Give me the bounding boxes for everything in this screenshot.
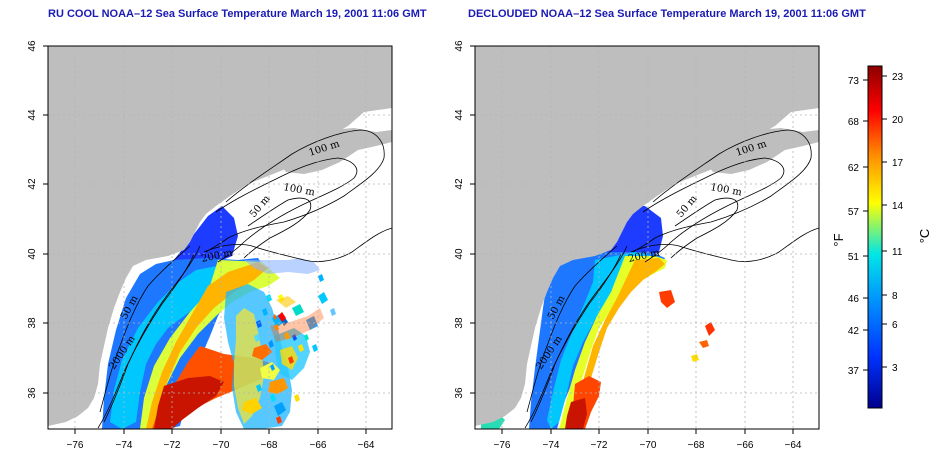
- y-tick-label: 42: [27, 178, 38, 190]
- x-tick-label: −64: [358, 440, 375, 451]
- y-tick-label: 46: [454, 40, 465, 52]
- temperature-colorbar: °F °C 73 68 62 57 51 46 42 37 23 20 17: [831, 65, 932, 409]
- y-tick-label: 40: [27, 248, 38, 260]
- fahrenheit-tick-label: 37: [848, 366, 860, 377]
- colorbar-gradient: [867, 65, 883, 409]
- grid-lines: [475, 46, 819, 429]
- plot-frame: [47, 45, 393, 430]
- y-axis: [43, 45, 48, 394]
- fahrenheit-tick-labels: 73 68 62 57 51 46 42 37: [848, 76, 860, 377]
- ru-cool-map-panel: 100 m 100 m 50 m 200 m 50 m 2000 m −76 −…: [27, 40, 393, 451]
- y-tick-label: 44: [454, 109, 465, 121]
- y-tick-label: 36: [454, 387, 465, 399]
- y-axis: [470, 45, 475, 394]
- x-tick-label: −68: [261, 440, 278, 451]
- celsius-ticks: [882, 75, 887, 368]
- celsius-tick-label: 23: [892, 72, 904, 83]
- x-tick-label: −72: [591, 440, 608, 451]
- declouded-map-title: DECLOUDED NOAA–12 Sea Surface Temperatur…: [468, 8, 866, 20]
- celsius-tick-label: 8: [892, 291, 898, 302]
- x-tick-label: −66: [737, 440, 754, 451]
- x-tick-label: −74: [116, 440, 133, 451]
- x-tick-labels: −76 −74 −72 −70 −68 −66 −64: [494, 440, 802, 451]
- celsius-tick-label: 11: [892, 247, 903, 258]
- fahrenheit-tick-label: 73: [848, 76, 860, 87]
- celsius-tick-labels: 23 20 17 14 11 8 6 3: [892, 72, 904, 374]
- y-tick-label: 38: [27, 317, 38, 329]
- x-axis: [501, 429, 794, 434]
- y-tick-label: 38: [454, 317, 465, 329]
- celsius-tick-label: 17: [892, 158, 904, 169]
- x-tick-label: −68: [688, 440, 705, 451]
- celsius-tick-label: 6: [892, 320, 898, 331]
- y-tick-label: 36: [27, 387, 38, 399]
- celsius-unit-label: °C: [917, 229, 932, 244]
- fahrenheit-tick-label: 68: [848, 117, 860, 128]
- x-tick-label: −66: [310, 440, 327, 451]
- celsius-tick-label: 3: [892, 363, 898, 374]
- x-tick-label: −64: [785, 440, 802, 451]
- x-tick-label: −74: [543, 440, 560, 451]
- fahrenheit-tick-label: 57: [848, 207, 860, 218]
- x-tick-label: −70: [213, 440, 230, 451]
- x-tick-label: −70: [640, 440, 657, 451]
- fahrenheit-unit-label: °F: [831, 233, 846, 246]
- x-tick-labels: −76 −74 −72 −70 −68 −66 −64: [67, 440, 375, 451]
- plot-frame: [474, 45, 820, 430]
- ru-cool-map-title: RU COOL NOAA–12 Sea Surface Temperature …: [48, 8, 427, 20]
- celsius-tick-label: 20: [892, 115, 904, 126]
- fahrenheit-ticks: [863, 79, 868, 371]
- fahrenheit-tick-label: 62: [848, 163, 860, 174]
- fahrenheit-tick-label: 46: [848, 294, 860, 305]
- declouded-map-panel: 100 m 100 m 50 m 200 m 50 m 2000 m −76 −…: [454, 40, 820, 451]
- x-tick-label: −76: [494, 440, 511, 451]
- x-tick-label: −72: [164, 440, 181, 451]
- fahrenheit-tick-label: 51: [848, 252, 860, 263]
- celsius-tick-label: 14: [892, 201, 904, 212]
- y-tick-label: 42: [454, 178, 465, 190]
- y-tick-label: 44: [27, 109, 38, 121]
- y-tick-label: 40: [454, 248, 465, 260]
- y-tick-labels: 36 38 40 42 44 46: [454, 40, 465, 399]
- fahrenheit-tick-label: 42: [848, 326, 860, 337]
- x-axis: [74, 429, 367, 434]
- grid-lines: [48, 46, 392, 429]
- y-tick-label: 46: [27, 40, 38, 52]
- x-tick-label: −76: [67, 440, 84, 451]
- y-tick-labels: 36 38 40 42 44 46: [27, 40, 38, 399]
